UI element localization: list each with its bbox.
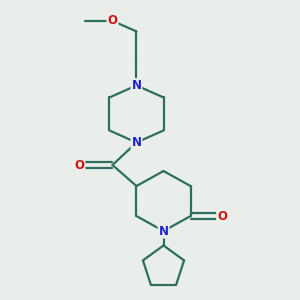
Text: N: N [131,136,142,149]
Text: O: O [107,14,118,27]
Text: O: O [74,158,84,172]
Text: N: N [131,79,142,92]
Text: O: O [217,209,227,223]
Text: N: N [158,225,169,238]
